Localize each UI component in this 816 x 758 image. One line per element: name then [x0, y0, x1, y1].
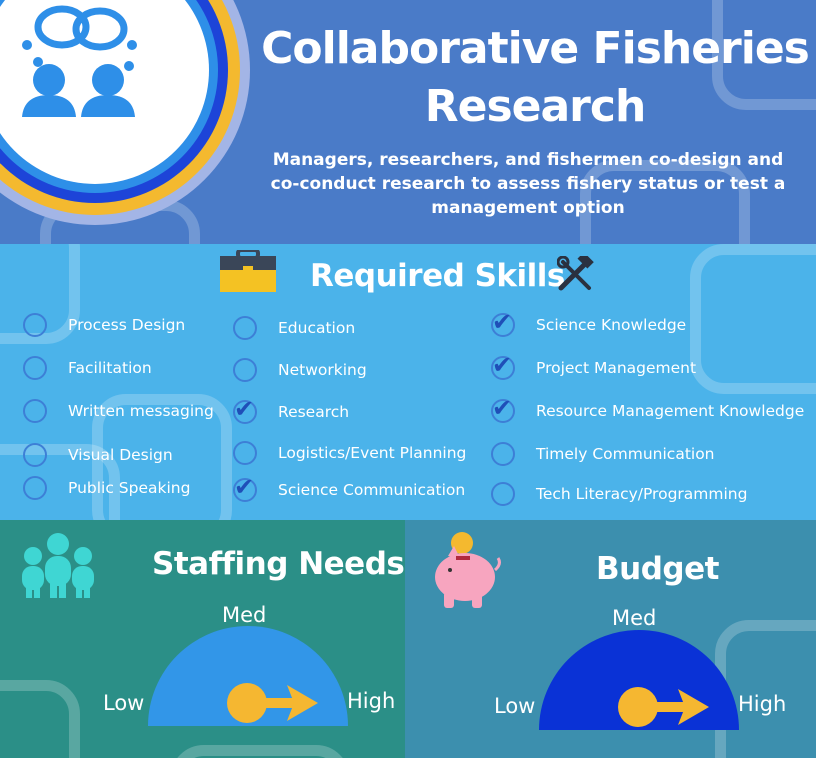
- budget-high-label: High: [738, 692, 787, 716]
- staffing-low-label: Low: [103, 691, 145, 715]
- skills-heading: Required Skills: [310, 258, 565, 294]
- toolbox-icon: [220, 250, 276, 292]
- skill-item: ✔ Resource Management Knowledge: [490, 394, 805, 425]
- checked-circle-icon: ✔: [232, 473, 258, 503]
- group-people-icon: [22, 533, 94, 598]
- subtitle: Managers, researchers, and fishermen co-…: [270, 150, 786, 218]
- staffing-pointer: [227, 683, 318, 723]
- piggy-bank-icon: [435, 532, 501, 608]
- skill-item: Networking: [232, 356, 367, 384]
- empty-circle-icon: [22, 442, 48, 468]
- empty-circle-icon: [490, 441, 516, 467]
- skill-label: Facilitation: [68, 359, 152, 377]
- skill-label: Process Design: [68, 316, 186, 334]
- empty-circle-icon: [22, 475, 48, 501]
- checked-circle-icon: ✔: [490, 308, 516, 338]
- empty-circle-icon: [22, 312, 48, 338]
- skill-label: Tech Literacy/Programming: [536, 485, 748, 503]
- checked-circle-icon: ✔: [490, 394, 516, 424]
- skill-item: Education: [232, 314, 355, 342]
- empty-circle-icon: [22, 355, 48, 381]
- skill-label: Research: [278, 403, 350, 421]
- skill-item: Logistics/Event Planning: [232, 439, 466, 467]
- people-conversation-icon: [0, 0, 250, 225]
- skill-item: ✔ Science Communication: [232, 473, 466, 504]
- page-title: Collaborative Fisheries Research: [261, 23, 810, 132]
- skill-label: Written messaging: [68, 402, 214, 420]
- skill-label: Education: [278, 319, 356, 337]
- skill-label: Public Speaking: [68, 479, 191, 497]
- skill-item: ✔ Research: [232, 395, 350, 426]
- header-panel: Collaborative Fisheries Research Manager…: [0, 0, 816, 244]
- staffing-gauge: [148, 626, 348, 726]
- hammer-wrench-icon: [557, 256, 594, 291]
- budget-gauge: [539, 630, 739, 730]
- budget-med-label: Med: [612, 606, 657, 630]
- staffing-title: Staffing Needs: [152, 546, 405, 582]
- budget-low-label: Low: [494, 694, 536, 718]
- empty-circle-icon: [232, 315, 258, 341]
- skill-item: Written messaging: [22, 397, 214, 425]
- skill-item: ✔ Project Management: [490, 351, 697, 382]
- checked-circle-icon: ✔: [490, 351, 516, 381]
- skill-item: Tech Literacy/Programming: [490, 480, 747, 508]
- skill-item: Public Speaking: [22, 474, 190, 502]
- empty-circle-icon: [232, 440, 258, 466]
- skill-item: ✔ Science Knowledge: [490, 308, 687, 339]
- skill-item: Facilitation: [22, 354, 152, 382]
- skill-label: Science Knowledge: [536, 316, 687, 334]
- skill-label: Logistics/Event Planning: [278, 444, 467, 462]
- empty-circle-icon: [490, 481, 516, 507]
- budget-pointer: [618, 687, 709, 727]
- empty-circle-icon: [232, 357, 258, 383]
- skill-label: Visual Design: [68, 446, 173, 464]
- empty-circle-icon: [22, 398, 48, 424]
- skill-item: Timely Communication: [490, 440, 715, 468]
- budget-title: Budget: [596, 551, 719, 587]
- skills-panel: [0, 244, 816, 520]
- skill-label: Resource Management Knowledge: [536, 402, 805, 420]
- skill-label: Science Communication: [278, 481, 466, 499]
- skill-item: Visual Design: [22, 441, 173, 469]
- skill-label: Timely Communication: [536, 445, 715, 463]
- staffing-high-label: High: [347, 689, 396, 713]
- skill-item: Process Design: [22, 311, 185, 339]
- checked-circle-icon: ✔: [232, 395, 258, 425]
- skill-label: Project Management: [536, 359, 697, 377]
- skill-label: Networking: [278, 361, 367, 379]
- staffing-med-label: Med: [222, 603, 267, 627]
